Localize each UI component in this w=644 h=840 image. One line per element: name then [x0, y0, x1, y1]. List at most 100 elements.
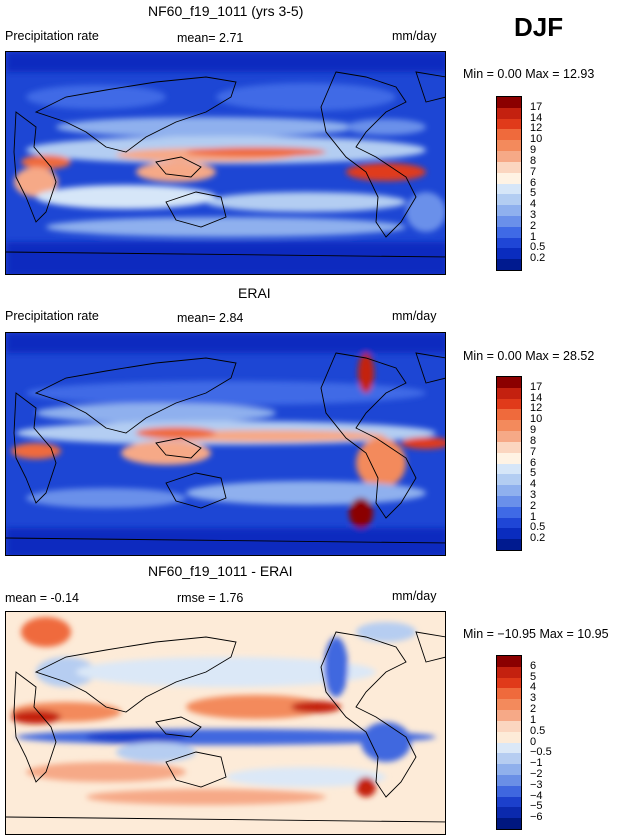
panel1-title: NF60_f19_1011 (yrs 3-5)	[148, 3, 304, 19]
panel1-colorbar-tick: 10	[530, 133, 543, 146]
panel3-colorbar-tick: 5	[530, 670, 537, 683]
panel3-colorbar-segment	[497, 731, 521, 743]
panel2-colorbar-segment	[497, 409, 521, 421]
panel2-colorbar	[496, 376, 522, 551]
panel1-colorbar-tick: 0.5	[530, 241, 546, 254]
panel2-colorbar-tick: 14	[530, 391, 543, 404]
panel3-colorbar-tick: 0.5	[530, 724, 546, 737]
panel3-colorbar-segment	[497, 818, 521, 829]
panel1-map	[5, 51, 446, 275]
panel1-colorbar-tick: 5	[530, 187, 537, 200]
panel3-colorbar-tick: 0	[530, 735, 537, 748]
panel2-colorbar-segment	[497, 431, 521, 442]
panel2-colorbar-segment	[497, 452, 521, 464]
panel3-colorbar-segment	[497, 720, 521, 732]
panel2-colorbar-segment	[497, 377, 521, 388]
panel3-colorbar-tick: −1	[530, 757, 543, 770]
panel1-colorbar-tick: 1	[530, 230, 537, 243]
panel3-minmax: Min = −10.95 Max = 10.95	[463, 627, 609, 641]
panel2-map	[5, 332, 446, 556]
panel3-title: NF60_f19_1011 - ERAI	[148, 563, 293, 579]
panel1-colorbar-segment	[497, 194, 521, 206]
panel2-colorbar-segment	[497, 474, 521, 486]
panel1-colorbar-tick: 7	[530, 165, 537, 178]
panel2-colorbar-tick: 7	[530, 445, 537, 458]
season-label: DJF	[514, 12, 564, 42]
panel1-minmax: Min = 0.00 Max = 12.93	[463, 67, 595, 81]
panel2-colorbar-segment	[497, 485, 521, 496]
panel3-colorbar-tick: −5	[530, 800, 543, 813]
panel2-colorbar-tick: 3	[530, 488, 537, 501]
panel3-rmse: rmse = 1.76	[177, 591, 244, 605]
panel2-mean: mean= 2.84	[177, 311, 244, 325]
panel1-colorbar-segment	[497, 140, 521, 152]
panel1-colorbar-segment	[497, 161, 521, 173]
panel3-colorbar-tick: 3	[530, 692, 537, 705]
panel2-title: ERAI	[238, 285, 271, 301]
panel2-minmax: Min = 0.00 Max = 28.52	[463, 349, 595, 363]
panel3-colorbar-segment	[497, 699, 521, 711]
panel2-colorbar-tick: 4	[530, 478, 537, 491]
panel1-colorbar-tick: 0.2	[530, 252, 546, 265]
panel2-colorbar-tick: 5	[530, 467, 537, 480]
panel1-colorbar-segment	[497, 248, 521, 260]
panel1-colorbar-tick: 17	[530, 100, 543, 113]
panel3-colorbar-tick: −4	[530, 789, 543, 802]
panel2-map-svg	[6, 333, 445, 555]
panel2-units: mm/day	[392, 309, 437, 323]
panel1-units: mm/day	[392, 29, 437, 43]
panel2-colorbar-segment	[497, 441, 521, 453]
panel1-mean: mean= 2.71	[177, 31, 244, 45]
panel1-colorbar-tick: 3	[530, 208, 537, 221]
panel2-colorbar-segment	[497, 420, 521, 432]
panel3-colorbar-tick: −6	[530, 811, 543, 824]
panel1-colorbar-tick: 2	[530, 219, 537, 232]
panel1-colorbar-segment	[497, 97, 521, 108]
panel2-colorbar-tick: 2	[530, 499, 537, 512]
panel1-colorbar-segment	[497, 215, 521, 227]
panel2-colorbar-segment	[497, 398, 521, 410]
panel1-colorbar-tick: 14	[530, 111, 543, 124]
panel1-colorbar-tick: 6	[530, 176, 537, 189]
panel2-colorbar-tick: 10	[530, 413, 543, 426]
panel2-colorbar-segment	[497, 517, 521, 529]
panel3-colorbar-tick: −0.5	[530, 746, 552, 759]
panel2-colorbar-segment	[497, 495, 521, 507]
panel3-colorbar-tick: 1	[530, 713, 537, 726]
panel1-colorbar-tick: 9	[530, 144, 537, 157]
panel2-colorbar-segment	[497, 539, 521, 550]
panel3-colorbar-segment	[497, 764, 521, 775]
panel3-colorbar-segment	[497, 742, 521, 754]
panel3-colorbar-segment	[497, 753, 521, 765]
panel1-colorbar-tick: 8	[530, 154, 537, 167]
panel3-units: mm/day	[392, 589, 437, 603]
panel1-colorbar-segment	[497, 118, 521, 130]
panel2-left-label: Precipitation rate	[5, 309, 99, 323]
panel2-colorbar-segment	[497, 387, 521, 399]
panel2-colorbar-tick: 9	[530, 424, 537, 437]
panel2-colorbar-segment	[497, 463, 521, 475]
panel2-colorbar-tick: 6	[530, 456, 537, 469]
panel3-colorbar-segment	[497, 785, 521, 797]
panel3-colorbar	[496, 655, 522, 830]
panel3-colorbar-segment	[497, 677, 521, 689]
panel1-colorbar-segment	[497, 172, 521, 184]
panel2-colorbar-segment	[497, 506, 521, 518]
panel3-colorbar-segment	[497, 666, 521, 678]
panel1-colorbar-segment	[497, 205, 521, 216]
panel3-map-svg	[6, 612, 445, 834]
panel1-colorbar-segment	[497, 151, 521, 162]
panel3-colorbar-segment	[497, 710, 521, 721]
panel3-colorbar-tick: 6	[530, 659, 537, 672]
panel3-colorbar-tick: −3	[530, 778, 543, 791]
panel2-colorbar-tick: 0.2	[530, 532, 546, 545]
panel1-colorbar-segment	[497, 226, 521, 238]
panel2-colorbar-tick: 17	[530, 380, 543, 393]
panel3-mean: mean = -0.14	[5, 591, 80, 605]
panel3-colorbar-segment	[497, 688, 521, 700]
panel1-colorbar-segment	[497, 237, 521, 249]
panel2-colorbar-tick: 1	[530, 510, 537, 523]
panel3-colorbar-segment	[497, 656, 521, 667]
panel3-colorbar-tick: 4	[530, 681, 537, 694]
panel1-colorbar-segment	[497, 259, 521, 270]
